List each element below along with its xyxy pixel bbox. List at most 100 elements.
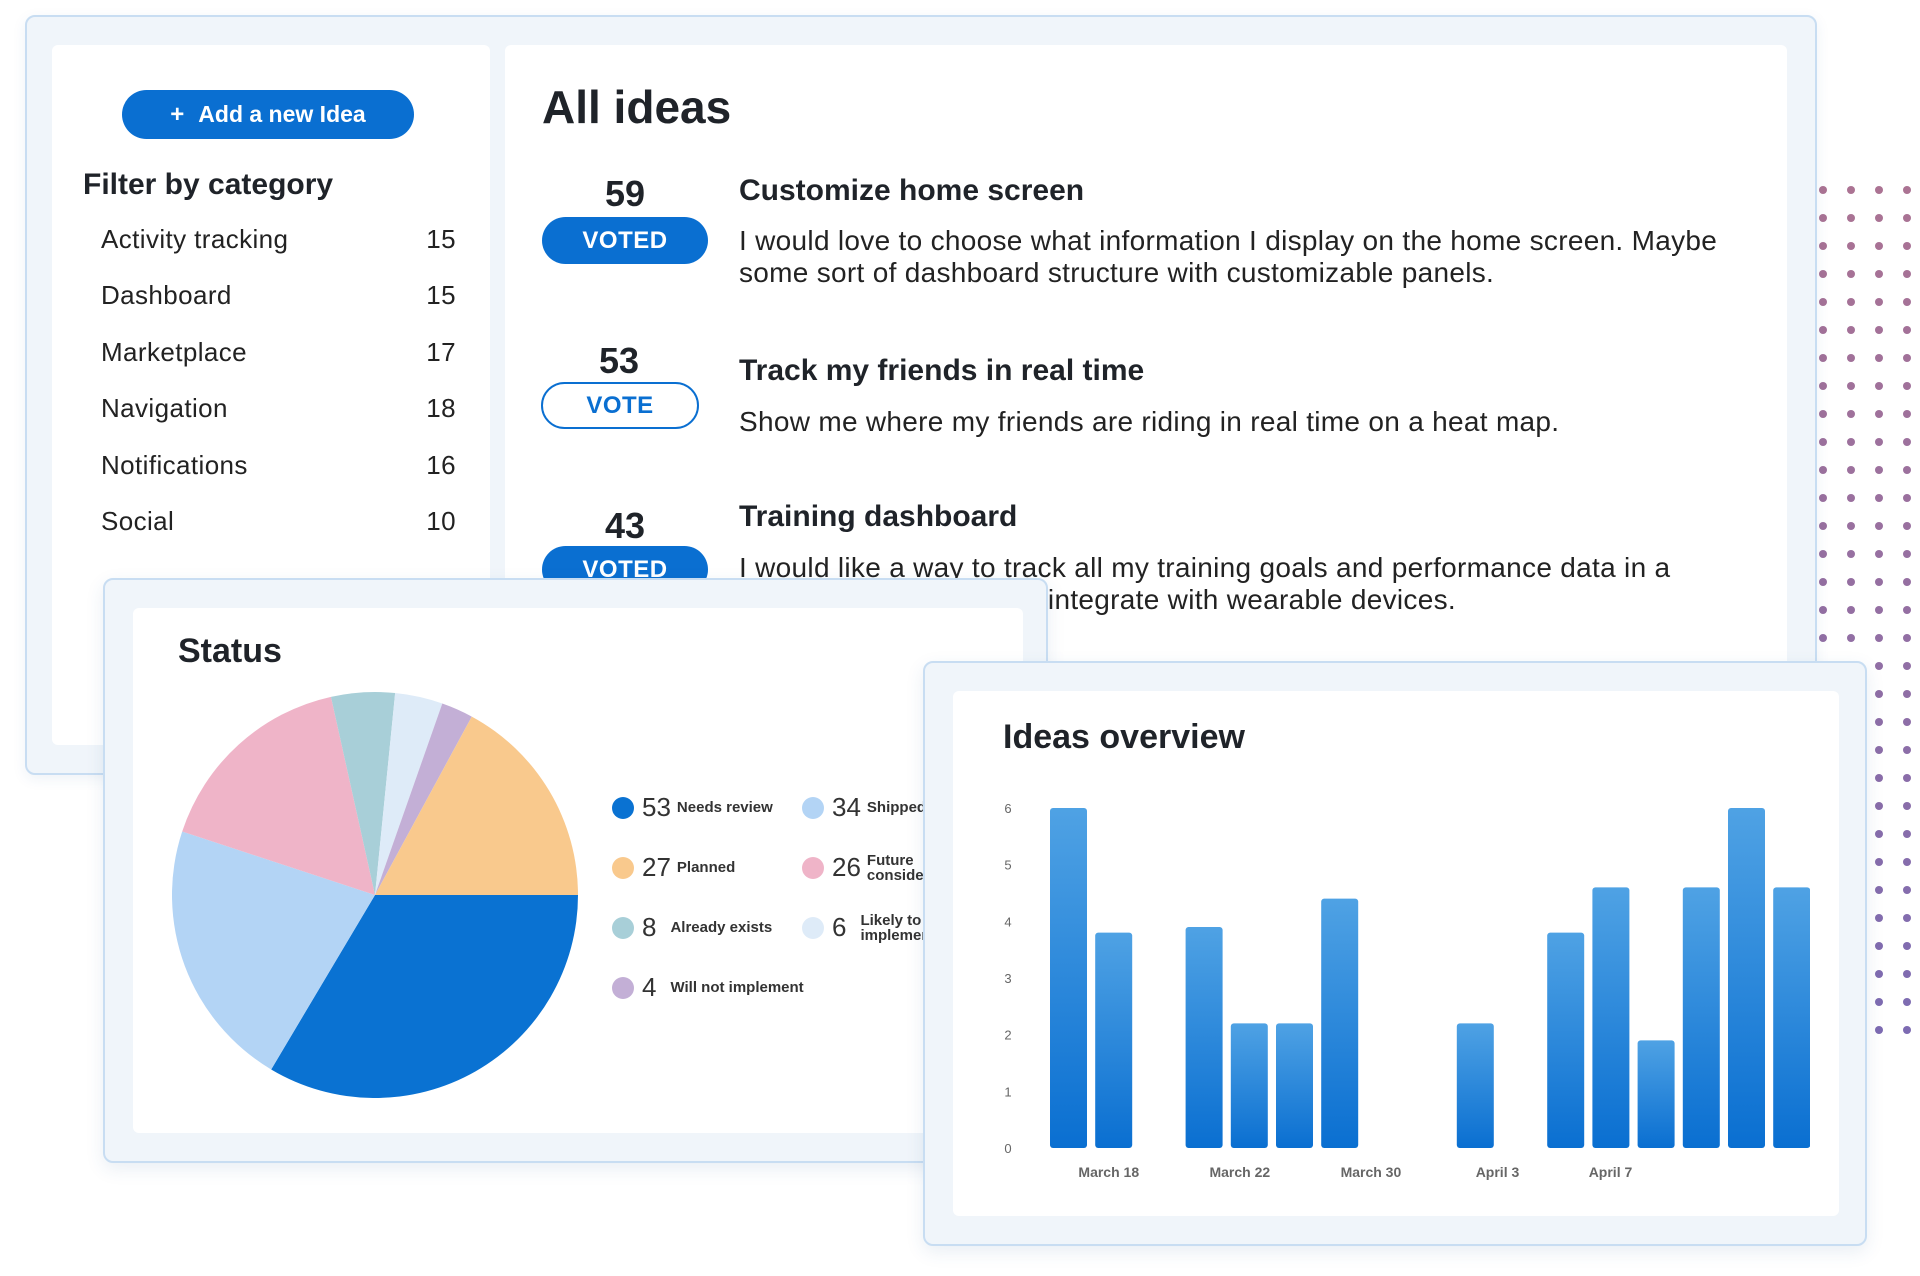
decoration-dot [1819,494,1827,502]
decoration-dot [1875,886,1883,894]
voted-button[interactable]: VOTED [542,217,708,264]
legend-value: 8 [642,912,657,942]
decoration-dot [1819,354,1827,362]
legend-swatch [802,856,824,879]
decoration-dot [1875,326,1883,334]
legend-item-needs-review: 53 Needs review [612,792,773,823]
bar [1773,887,1810,1148]
y-tick-label: 6 [1004,801,1011,816]
category-item-notifications[interactable]: Notifications 16 [101,450,456,506]
pie-slice-will-not-implement [375,703,472,895]
pie-slice-already-exists [330,692,396,895]
idea-title[interactable]: Track my friends in real time [739,354,1145,387]
bar [1456,1023,1494,1148]
bar [1637,1040,1675,1148]
vote-count: 43 [604,505,646,546]
pie-slice-needs-review [271,895,578,1098]
decoration-dot [1903,718,1911,726]
bar [1321,898,1359,1148]
bar [1547,932,1585,1148]
decoration-dot [1903,858,1911,866]
legend-item-will-not-implement: 4 Will not implement [612,972,804,1003]
decoration-dot [1875,718,1883,726]
decoration-dot [1903,438,1911,446]
decoration-dot [1903,634,1911,642]
decoration-dot [1903,942,1911,950]
vote-count: 59 [604,173,646,214]
idea-description: Show me where my friends are riding in r… [739,406,1560,437]
decoration-dot [1903,354,1911,362]
decoration-dot [1903,382,1911,390]
x-tick-label: March 18 [1078,1164,1139,1180]
y-tick-label: 1 [1004,1084,1011,1099]
decoration-dot [1847,214,1855,222]
vote-button[interactable]: VOTE [541,382,699,429]
idea-title[interactable]: Training dashboard [739,500,1018,533]
filter-by-category-heading: Filter by category [83,168,334,201]
decoration-dot [1875,774,1883,782]
decoration-dot [1903,690,1911,698]
decoration-dot [1875,466,1883,474]
decoration-dot [1847,550,1855,558]
category-item-marketplace[interactable]: Marketplace 17 [101,337,456,393]
category-item-navigation[interactable]: Navigation 18 [101,393,456,449]
decoration-dot [1847,186,1855,194]
decoration-dot [1847,606,1855,614]
decoration-dot [1875,578,1883,586]
decoration-dot [1903,550,1911,558]
legend-label: Planned [676,859,736,876]
decoration-dot [1875,242,1883,250]
legend-item-likely-to-implement: 6 Likely to implement [802,912,940,943]
add-new-idea-label: Add a new Idea [198,101,366,127]
ideas-overview-bar-chart: 0 1 2 3 4 5 6 March 18 March 22 March 30 April 3 Ap… [1004,801,1810,1180]
decoration-dot [1819,186,1827,194]
bar [1276,1023,1313,1148]
decoration-dot [1875,746,1883,754]
decoration-dot [1875,382,1883,390]
decoration-dot [1847,494,1855,502]
decoration-dot [1847,578,1855,586]
category-item-dashboard[interactable]: Dashboard 15 [101,280,456,336]
decoration-dot [1903,802,1911,810]
decoration-dot [1819,438,1827,446]
add-new-idea-button[interactable]: + Add a new Idea [122,90,414,139]
decoration-dot [1819,326,1827,334]
status-title: Status [178,632,282,670]
y-tick-label: 4 [1004,914,1011,929]
legend-swatch [802,916,824,939]
category-label: Social [101,505,175,536]
decoration-dot [1875,522,1883,530]
bar [1095,932,1133,1148]
category-label: Navigation [101,393,228,424]
category-count: 16 [426,449,456,480]
bar [1050,808,1087,1148]
decoration-dot [1819,578,1827,586]
ideas-overview-title: Ideas overview [1003,718,1245,756]
category-item-activity-tracking[interactable]: Activity tracking 15 [101,224,456,280]
decoration-dot [1875,410,1883,418]
decoration-dot [1819,410,1827,418]
decoration-dot [1903,886,1911,894]
pie-slice-likely-to-implement [375,693,443,895]
decoration-dot [1875,830,1883,838]
decoration-dot [1903,466,1911,474]
decoration-dot [1847,522,1855,530]
category-count: 15 [426,224,456,254]
legend-item-planned: 27 Planned [612,852,735,883]
legend-value: 26 [832,852,861,882]
decoration-dot [1847,382,1855,390]
decoration-dot [1903,186,1911,194]
legend-value: 4 [642,972,657,1002]
legend-swatch [612,856,634,879]
decoration-dot [1903,1026,1911,1034]
decoration-dot [1903,494,1911,502]
idea-description: I would love to choose what information … [739,225,1718,288]
decoration-dot [1875,998,1883,1006]
legend-label: Likely to implement [860,911,936,944]
bar [1230,1023,1268,1148]
pie-slice-future-consideration [182,696,375,895]
idea-title[interactable]: Customize home screen [739,174,1085,207]
category-item-social[interactable]: Social 10 [101,506,456,562]
bar [1682,887,1720,1148]
decoration-dot [1903,746,1911,754]
